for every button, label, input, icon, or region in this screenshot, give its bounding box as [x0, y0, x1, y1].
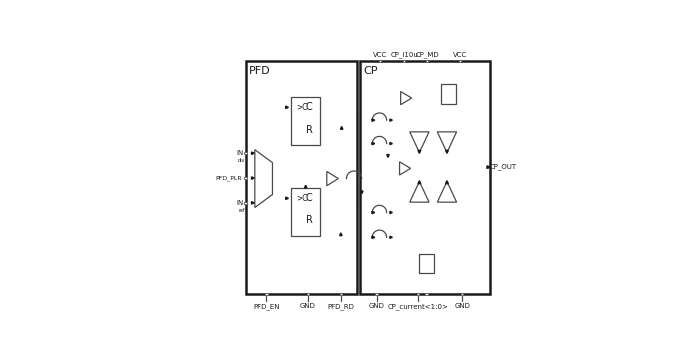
Text: R: R	[306, 216, 313, 226]
Text: GND: GND	[300, 304, 316, 309]
Polygon shape	[372, 119, 375, 121]
Bar	[419, 254, 434, 273]
Polygon shape	[286, 106, 288, 108]
Bar	[416, 292, 419, 295]
Polygon shape	[372, 142, 375, 145]
Polygon shape	[372, 236, 375, 238]
Bar	[265, 292, 267, 295]
Bar	[426, 60, 428, 62]
Polygon shape	[251, 152, 254, 154]
Bar	[441, 84, 456, 103]
Text: CP: CP	[363, 66, 377, 76]
Bar	[307, 292, 309, 295]
Polygon shape	[251, 177, 254, 179]
Polygon shape	[327, 171, 338, 186]
Text: C: C	[306, 102, 312, 112]
Text: GND: GND	[454, 304, 470, 309]
Polygon shape	[386, 155, 389, 158]
Polygon shape	[446, 181, 448, 184]
Text: IN: IN	[237, 200, 244, 206]
Polygon shape	[390, 119, 393, 121]
Text: C: C	[306, 193, 312, 203]
Polygon shape	[304, 185, 307, 188]
Polygon shape	[446, 150, 448, 153]
Polygon shape	[251, 202, 254, 204]
Polygon shape	[410, 132, 429, 153]
Polygon shape	[340, 126, 343, 129]
Polygon shape	[418, 181, 421, 184]
Text: PFD_PLR: PFD_PLR	[216, 175, 242, 181]
Bar	[416, 292, 419, 295]
Text: R: R	[306, 125, 313, 135]
Bar	[403, 60, 405, 62]
Polygon shape	[418, 150, 421, 153]
Bar	[340, 292, 342, 295]
Bar	[244, 177, 247, 179]
Text: PFD_EN: PFD_EN	[253, 304, 280, 310]
Bar	[244, 202, 247, 204]
Polygon shape	[438, 132, 456, 153]
Text: PFD: PFD	[248, 66, 270, 76]
Text: VCC: VCC	[373, 52, 387, 58]
Polygon shape	[400, 92, 412, 105]
Text: CP_i10u: CP_i10u	[391, 51, 418, 58]
Bar	[379, 60, 382, 62]
Bar	[291, 188, 320, 236]
Text: ref: ref	[238, 208, 245, 213]
Bar	[360, 61, 490, 294]
Text: >C: >C	[296, 103, 308, 112]
Bar	[375, 292, 378, 295]
Bar	[461, 292, 463, 295]
Text: GND: GND	[369, 304, 384, 309]
Text: CP_OUT: CP_OUT	[490, 164, 517, 170]
Bar	[244, 152, 247, 154]
Text: IN: IN	[237, 150, 244, 156]
Polygon shape	[390, 211, 393, 214]
Polygon shape	[360, 191, 363, 194]
Bar	[425, 292, 428, 295]
Polygon shape	[372, 211, 375, 214]
Polygon shape	[400, 162, 411, 175]
Polygon shape	[438, 182, 456, 202]
Bar	[459, 60, 461, 62]
Text: VCC: VCC	[453, 52, 468, 58]
Bar	[291, 97, 320, 145]
Bar	[486, 166, 488, 168]
Bar	[246, 61, 358, 294]
Polygon shape	[410, 182, 429, 202]
Polygon shape	[390, 236, 393, 238]
Polygon shape	[286, 197, 288, 199]
Text: div: div	[237, 158, 245, 163]
Text: CP_current<1:0>: CP_current<1:0>	[388, 304, 449, 310]
Polygon shape	[340, 233, 342, 236]
Text: CP_MD: CP_MD	[415, 51, 439, 58]
Text: >C: >C	[296, 194, 308, 203]
Text: PFD_RD: PFD_RD	[328, 304, 354, 310]
Polygon shape	[255, 150, 272, 208]
Polygon shape	[390, 142, 393, 145]
Polygon shape	[487, 166, 490, 168]
